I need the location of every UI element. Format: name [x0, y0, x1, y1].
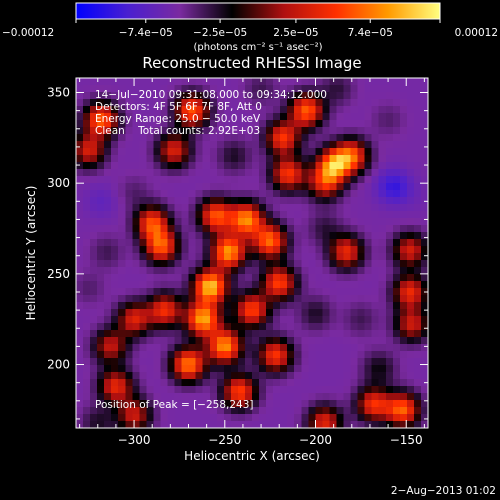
plot-frame	[75, 77, 429, 429]
y-tick-label: 200	[47, 358, 70, 372]
colorbar-tick-label: 7.4e−05	[348, 27, 393, 39]
colorbar-tick-label: −2.5e−05	[193, 27, 247, 39]
x-axis-label: Heliocentric X (arcsec)	[184, 449, 320, 463]
x-tick-label: −200	[299, 433, 332, 447]
colorbar-ticks: −0.00012 −7.4e−05 −2.5e−05 2.5e−05 7.4e−05 0.…	[2, 19, 498, 39]
x-tick-label: −250	[208, 433, 241, 447]
colorbar	[75, 2, 441, 20]
x-tick-label: −150	[390, 433, 423, 447]
colorbar-tick-label: 2.5e−05	[273, 27, 318, 39]
colorbar-tick-label: 0.00012	[455, 27, 498, 39]
annotation-time-range: 14−Jul−2010 09:31:08.000 to 09:34:12.000	[95, 89, 327, 101]
x-axis-ticks: −300 −250 −200 −150	[79, 78, 425, 447]
y-tick-label: 250	[47, 267, 70, 281]
y-axis-label: Heliocentric Y (arcsec)	[24, 186, 38, 321]
annotation-detectors: Detectors: 4F 5F 6F 7F 8F, Att 0	[95, 101, 262, 113]
annotation-peak-position: Position of Peak = [−258,243]	[95, 399, 254, 411]
chart-title: Reconstructed RHESSI Image	[142, 54, 361, 72]
colorbar-unit-label: (photons cm⁻² s⁻¹ asec⁻²)	[193, 42, 322, 53]
annotation-clean-counts: Clean Total counts: 2.92E+03	[95, 125, 260, 137]
annotation-energy-range: Energy Range: 25.0 − 50.0 keV	[95, 113, 261, 125]
heatmap-image	[76, 78, 428, 428]
y-axis-ticks: 200 250 300 350	[47, 86, 428, 420]
colorbar-tick-label: −7.4e−05	[119, 27, 173, 39]
x-tick-label: −300	[118, 433, 151, 447]
y-tick-label: 300	[47, 176, 70, 190]
date-stamp: 2−Aug−2013 01:02	[391, 485, 496, 497]
colorbar-tick-label: −0.00012	[2, 27, 54, 39]
y-tick-label: 350	[47, 86, 70, 100]
